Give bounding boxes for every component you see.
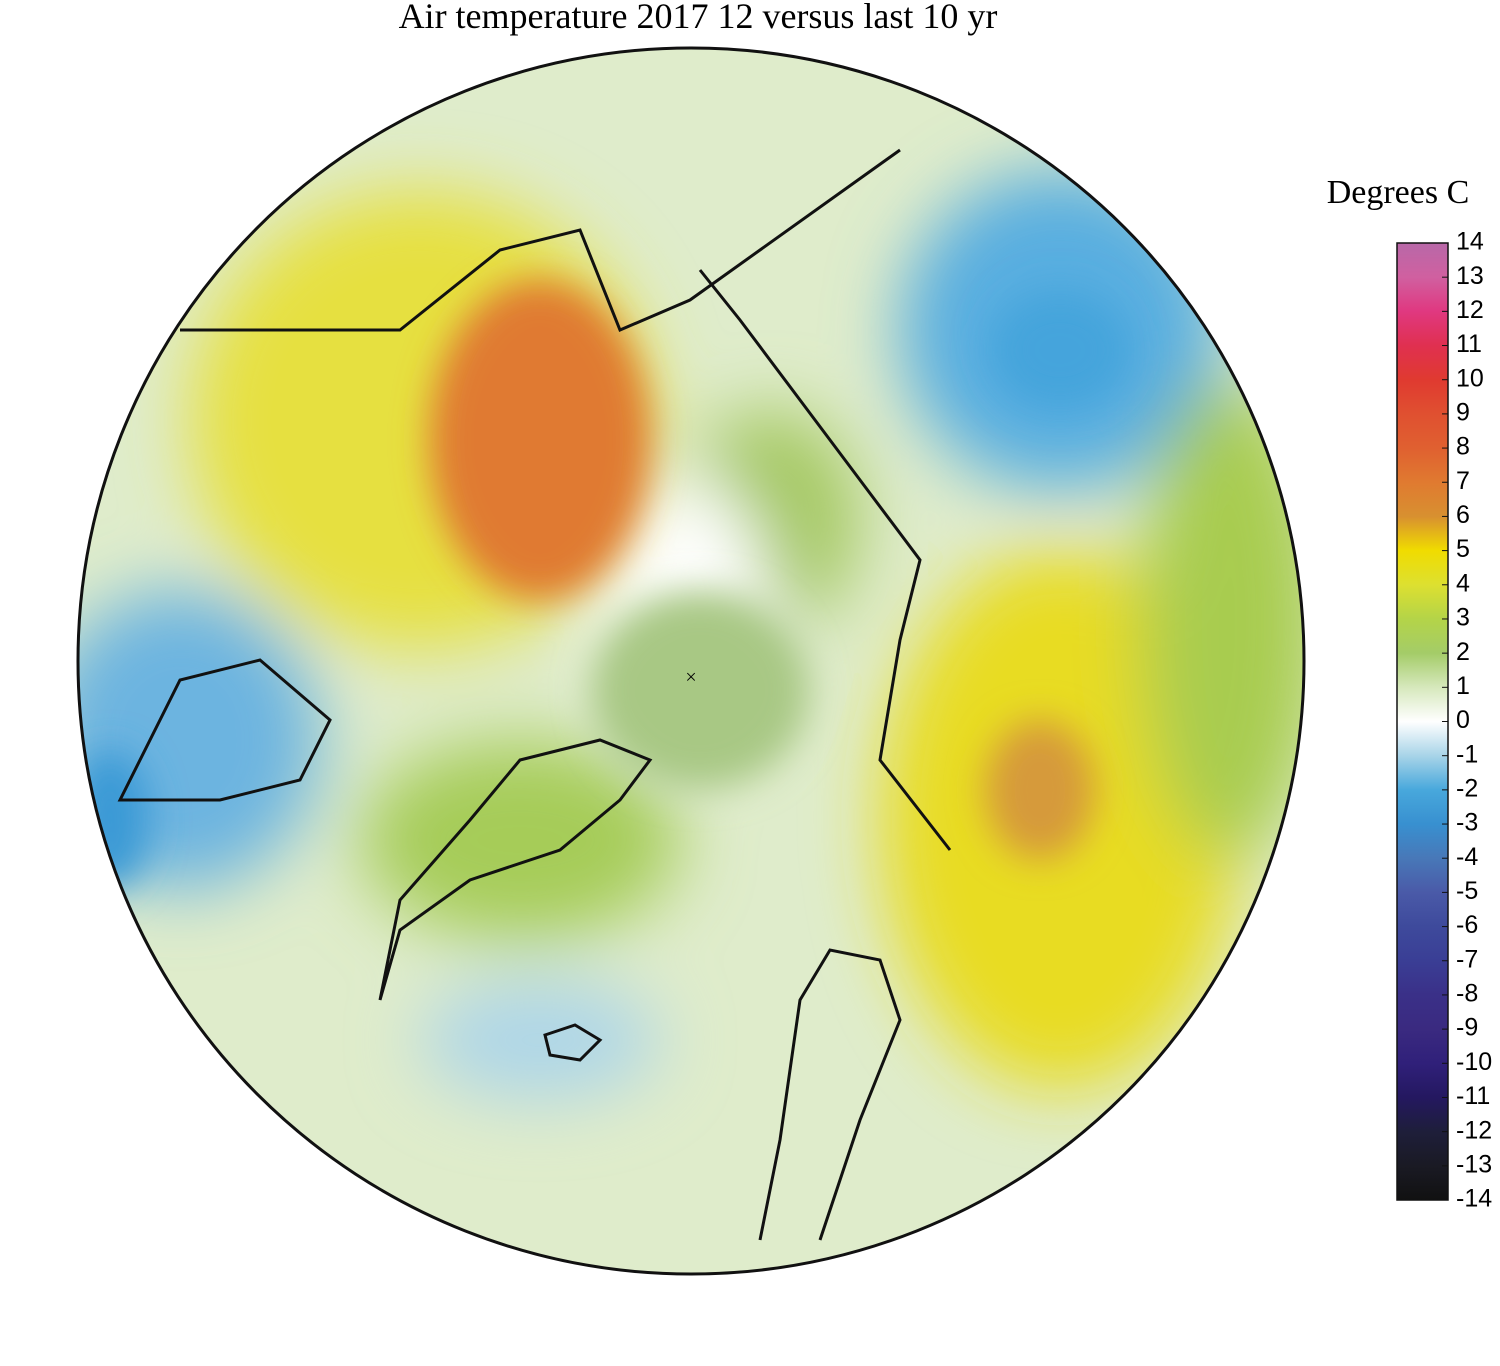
colorbar-tick-label: -11 — [1456, 1082, 1490, 1110]
colorbar: 14131211109876543210-1-2-3-4-5-6-7-8-9-1… — [1396, 228, 1492, 1213]
colorbar-tick-label: -6 — [1456, 911, 1478, 939]
anomaly-field: × — [78, 48, 1304, 1274]
colorbar-tick-label: -5 — [1456, 877, 1478, 905]
colorbar-tick-label: 11 — [1456, 330, 1482, 358]
colorbar-tick-label: -13 — [1456, 1150, 1492, 1178]
colorbar-tick-label: -2 — [1456, 774, 1478, 802]
blob — [78, 750, 150, 890]
blob — [360, 740, 680, 940]
coastlines — [117, 148, 952, 1241]
blob — [1140, 380, 1304, 860]
colorbar-tick-label: 5 — [1456, 535, 1470, 563]
siberia-outline — [180, 148, 901, 332]
asia-outline — [698, 269, 952, 851]
blob — [420, 980, 660, 1100]
colorbar-label: Degrees C — [1327, 174, 1470, 211]
blob — [590, 590, 810, 790]
colorbar-tick-label: 4 — [1456, 569, 1470, 597]
colorbar-tick-label: -14 — [1456, 1185, 1492, 1213]
colorbar-tick-label: 0 — [1456, 706, 1470, 734]
colorbar-tick-label: 3 — [1456, 604, 1470, 632]
colorbar-tick-label: 13 — [1456, 262, 1484, 290]
colorbar-tick-label: -1 — [1456, 740, 1478, 768]
colorbar-tick-label: -7 — [1456, 945, 1478, 973]
blob — [985, 720, 1095, 860]
colorbar-tick-label: -10 — [1456, 1048, 1492, 1076]
colorbar-tick-label: 9 — [1456, 399, 1470, 427]
blob — [990, 290, 1130, 410]
iceland-outline — [543, 1023, 603, 1062]
colorbar-tick-label: 6 — [1456, 501, 1470, 529]
colorbar-tick-label: 2 — [1456, 638, 1470, 666]
colorbar-tick-label: 14 — [1456, 228, 1484, 256]
colorbar-tick-label: -4 — [1456, 843, 1478, 871]
greenland-outline — [378, 738, 653, 1001]
colorbar-tick-label: 1 — [1456, 672, 1470, 700]
colorbar-tick-label: -12 — [1456, 1116, 1492, 1144]
blob — [430, 280, 650, 600]
colorbar-tick-label: -9 — [1456, 1014, 1478, 1042]
colorbar-tick-label: -3 — [1456, 809, 1478, 837]
hudson-outline — [117, 658, 332, 802]
colorbar-scale — [1396, 242, 1449, 1201]
map-border — [76, 46, 1306, 1276]
scandinavia-outline — [758, 948, 902, 1241]
colorbar-tick-label: -8 — [1456, 980, 1478, 1008]
pole-marker: × — [685, 667, 696, 689]
colorbar-tick-label: 8 — [1456, 433, 1470, 461]
field-cores — [78, 280, 1130, 890]
colorbar-tick-label: 7 — [1456, 467, 1470, 495]
map-title: Air temperature 2017 12 versus last 10 y… — [399, 0, 998, 36]
colorbar-tick-label: 12 — [1456, 296, 1484, 324]
colorbar-tick-label: 10 — [1456, 364, 1484, 392]
